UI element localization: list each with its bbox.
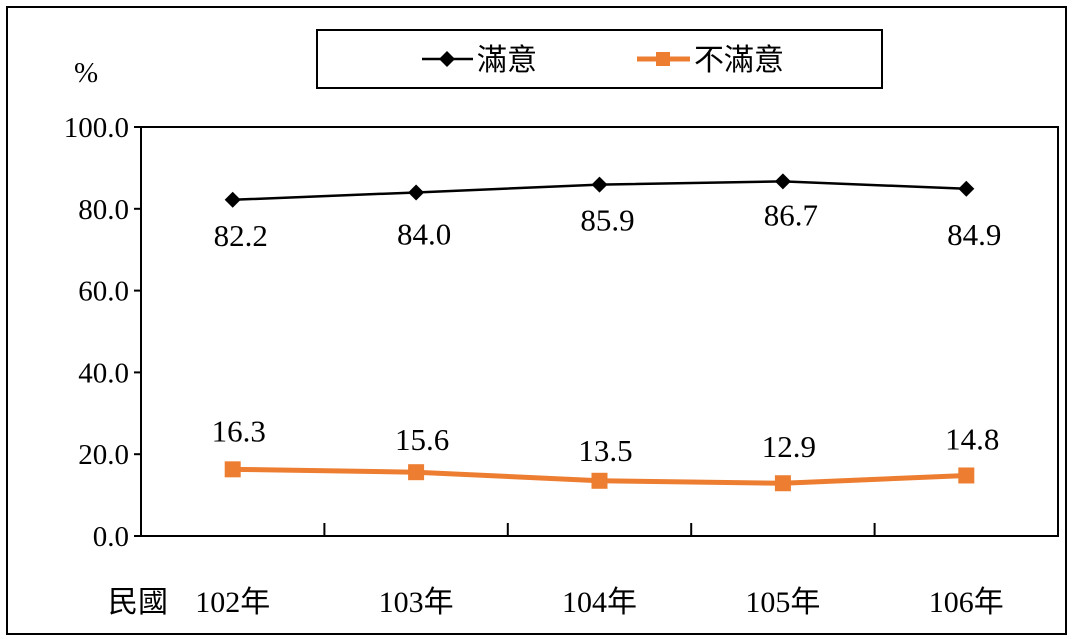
- data-point-satisfied: [774, 173, 791, 190]
- data-point-dissatisfied: [224, 461, 241, 478]
- data-point-dissatisfied: [958, 467, 975, 484]
- y-tick-label: 20.0: [78, 439, 129, 471]
- y-axis-unit: %: [74, 57, 98, 89]
- y-tick-label: 0.0: [93, 521, 129, 553]
- legend-label-dissatisfied: 不滿意: [694, 43, 784, 78]
- data-point-satisfied: [408, 184, 425, 201]
- y-tick-label: 80.0: [78, 194, 129, 226]
- y-tick-label: 60.0: [78, 276, 129, 308]
- x-axis: 102年 103年 104年 105年 106年: [195, 523, 1004, 619]
- data-label: 13.5: [578, 433, 632, 468]
- data-label: 12.9: [762, 429, 816, 464]
- chart-frame: [6, 6, 1067, 635]
- series-layer: 82.2 84.0 85.9 86.7 84.9 16.3 15.6 13.5 12.9 14.8: [212, 173, 1001, 492]
- data-label: 82.2: [214, 218, 268, 253]
- data-point-satisfied: [958, 180, 975, 197]
- data-point-dissatisfied: [408, 464, 425, 481]
- data-label: 16.3: [212, 413, 266, 448]
- data-point-satisfied: [224, 191, 241, 208]
- data-label: 84.0: [397, 216, 451, 251]
- data-label: 84.9: [947, 217, 1001, 252]
- data-point-dissatisfied: [591, 472, 608, 489]
- data-point-satisfied: [591, 176, 608, 193]
- legend-box: [316, 29, 883, 89]
- x-tick-label: 104年: [562, 586, 637, 619]
- x-tick-label: 102年: [195, 586, 270, 619]
- legend-label-satisfied: 滿意: [477, 43, 537, 78]
- data-label: 14.8: [945, 421, 999, 456]
- x-tick-label: 105年: [745, 586, 820, 619]
- plot-area: [140, 126, 1059, 537]
- x-tick-label: 106年: [929, 586, 1004, 619]
- data-point-dissatisfied: [774, 475, 791, 492]
- legend: 滿意 不滿意: [316, 29, 883, 89]
- y-tick-label: 100.0: [64, 112, 129, 144]
- data-label: 85.9: [580, 203, 634, 238]
- y-tick-label: 40.0: [78, 357, 129, 389]
- x-tick-label: 103年: [379, 586, 454, 619]
- data-label: 86.7: [764, 197, 818, 232]
- y-axis: 0.0 20.0 40.0 60.0 80.0 100.0: [64, 112, 141, 553]
- x-prefix-label: 民國: [108, 586, 168, 619]
- legend-marker-square: [656, 52, 670, 66]
- data-label: 15.6: [395, 422, 449, 457]
- legend-marker-diamond: [439, 51, 455, 67]
